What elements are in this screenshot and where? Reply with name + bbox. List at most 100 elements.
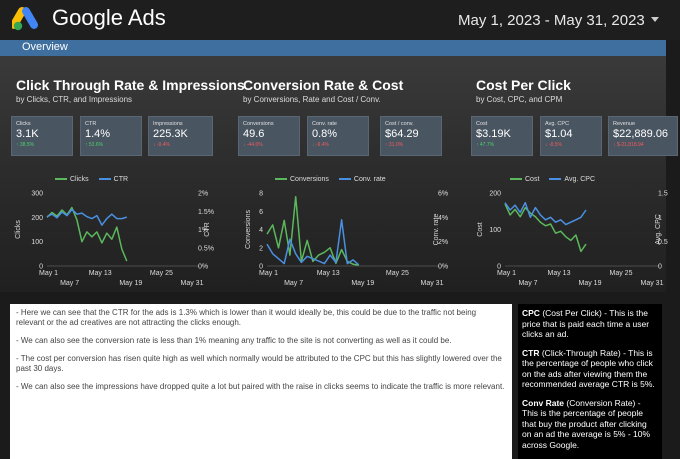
y-right-tick-label: 1.5%: [198, 209, 214, 216]
legend-swatch: [510, 178, 522, 181]
y-left-axis-title: Cost: [477, 222, 484, 236]
glossary-term: Conv Rate: [522, 397, 565, 408]
date-range-picker[interactable]: May 1, 2023 - May 31, 2023: [458, 12, 645, 29]
kpi-value: $3.19K: [476, 128, 511, 140]
y-left-axis-title: Conversions: [245, 210, 252, 249]
kpi-value: 0.8%: [312, 128, 338, 140]
y-right-tick-label: 0.5: [658, 239, 668, 246]
tab-overview[interactable]: Overview: [22, 41, 68, 53]
kpi-card-cost-conv: Cost / conv. $64.29 ↑ 31.0%: [380, 116, 442, 156]
kpi-change: ↓ -8.5%: [545, 142, 562, 148]
kpi-change: ↓ -44.0%: [243, 142, 263, 148]
x-tick-label: May 31: [641, 280, 664, 287]
x-tick-label: May 1: [497, 270, 516, 277]
legend-swatch: [55, 178, 67, 181]
section-subtitle: by Clicks, CTR, and Impressions: [16, 95, 133, 104]
kpi-card-avg-cpc: Avg. CPC $1.04 ↓ -8.5%: [540, 116, 602, 156]
legend-item[interactable]: Conv. rate: [338, 176, 386, 183]
legend-item[interactable]: Avg. CPC: [549, 176, 595, 183]
overview-bar: Overview: [0, 40, 666, 56]
kpi-card-conversions: Conversions 49.6 ↓ -44.0%: [238, 116, 300, 156]
series-line-ctr: [46, 208, 128, 226]
section-title: Conversion Rate & Cost: [243, 77, 404, 93]
kpi-card-ctr: CTR 1.4% ↑ 53.6%: [80, 116, 142, 156]
note-ctr: - Here we can see that the CTR for the a…: [16, 308, 477, 327]
legend-label: Conv. rate: [353, 176, 386, 183]
legend-item[interactable]: Cost: [510, 176, 539, 183]
glossary-term: CPC: [522, 308, 540, 318]
y-right-tick-label: 0.5%: [198, 245, 214, 252]
kpi-card-impressions: Impressions 225.3K ↓ -9.4%: [148, 116, 213, 156]
series-line-avg-cpc: [504, 201, 587, 226]
chevron-down-icon[interactable]: [651, 17, 659, 22]
y-left-tick-label: 0: [497, 264, 501, 271]
kpi-change: ↑ 31.0%: [385, 142, 404, 148]
legend-label: Clicks: [70, 176, 89, 183]
y-left-tick-label: 100: [31, 239, 43, 246]
y-right-axis-title: CTR: [204, 222, 211, 236]
glossary-ctr: CTR (Click-Through Rate) - This is the p…: [522, 348, 658, 390]
legend-swatch: [549, 178, 562, 181]
x-tick-label: May 7: [284, 280, 303, 287]
glossary-panel: CPC (Cost Per Click) - This is the price…: [518, 304, 662, 459]
chart-legend: Cost Avg. CPC: [510, 176, 605, 183]
y-left-tick-label: 200: [31, 215, 43, 222]
kpi-change: ↑ 53.6%: [85, 142, 104, 148]
note-impressions: - We can also see the impressions have d…: [16, 382, 505, 391]
legend-label: CTR: [113, 176, 129, 183]
glossary-conv-rate: Conv Rate (Conversion Rate) - This is th…: [522, 398, 658, 451]
legend-item[interactable]: Conversions: [275, 176, 329, 183]
kpi-value: 3.1K: [16, 128, 39, 140]
x-tick-label: May 7: [518, 280, 537, 287]
kpi-label: Conversions: [243, 121, 274, 127]
notes-panel: - Here we can see that the CTR for the a…: [10, 304, 512, 459]
logo-green-dot: [13, 21, 23, 31]
kpi-value: 49.6: [243, 128, 265, 140]
section-title: Click Through Rate & Impressions: [16, 77, 245, 93]
glossary-cpc: CPC (Cost Per Click) - This is the price…: [522, 308, 658, 340]
kpi-change: ↑ 38.5%: [16, 142, 35, 148]
brand-title: Google Ads: [52, 5, 166, 30]
kpi-change: ↓ -9.4%: [312, 142, 329, 148]
x-tick-label: May 25: [610, 270, 633, 277]
y-left-tick-label: 200: [489, 191, 501, 198]
kpi-value: $22,889.06: [613, 128, 669, 140]
note-cost: - The cost per conversion has risen quit…: [16, 354, 502, 373]
section-subtitle: by Cost, CPC, and CPM: [476, 95, 563, 104]
kpi-value: 1.4%: [85, 128, 111, 140]
y-left-tick-label: 4: [259, 227, 263, 234]
logo-yellow-bar: [12, 7, 26, 29]
y-left-tick-label: 0: [39, 264, 43, 271]
y-right-axis-title: Conv. rate: [433, 214, 440, 246]
x-tick-label: May 31: [181, 280, 204, 287]
x-tick-label: May 1: [259, 270, 278, 277]
x-tick-label: May 25: [386, 270, 409, 277]
glossary-text: (Conversion Rate) - This is the percenta…: [522, 397, 651, 450]
series-line-cost: [504, 203, 587, 253]
legend-item[interactable]: Clicks: [55, 176, 89, 183]
chart-legend: Conversions Conv. rate: [275, 176, 396, 183]
top-bar: Google Ads May 1, 2023 - May 31, 2023: [0, 0, 680, 40]
kpi-value: $64.29: [385, 128, 419, 140]
x-tick-label: May 1: [39, 270, 58, 277]
legend-swatch: [275, 178, 287, 181]
glossary-text: (Cost Per Click) - This is the price tha…: [522, 308, 650, 339]
y-right-tick-label: 0: [658, 264, 662, 271]
x-tick-label: May 19: [119, 280, 142, 287]
x-tick-label: May 7: [60, 280, 79, 287]
kpi-label: Conv. rate: [312, 121, 337, 127]
kpi-label: Revenue: [613, 121, 636, 127]
legend-item[interactable]: CTR: [98, 176, 129, 183]
glossary-text: (Click-Through Rate) - This is the perce…: [522, 347, 655, 390]
x-tick-label: May 13: [548, 270, 571, 277]
legend-label: Avg. CPC: [564, 176, 596, 183]
x-tick-label: May 25: [150, 270, 173, 277]
legend-swatch: [98, 178, 111, 181]
x-tick-label: May 13: [89, 270, 112, 277]
y-right-tick-label: 4%: [438, 215, 448, 222]
y-right-tick-label: 1: [658, 215, 662, 222]
y-right-tick-label: 1.5: [658, 191, 668, 198]
y-left-tick-label: 6: [259, 209, 263, 216]
